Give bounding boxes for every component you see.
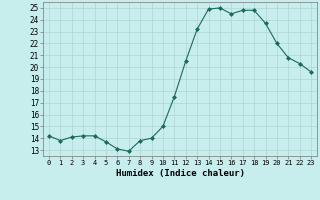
X-axis label: Humidex (Indice chaleur): Humidex (Indice chaleur) xyxy=(116,169,244,178)
